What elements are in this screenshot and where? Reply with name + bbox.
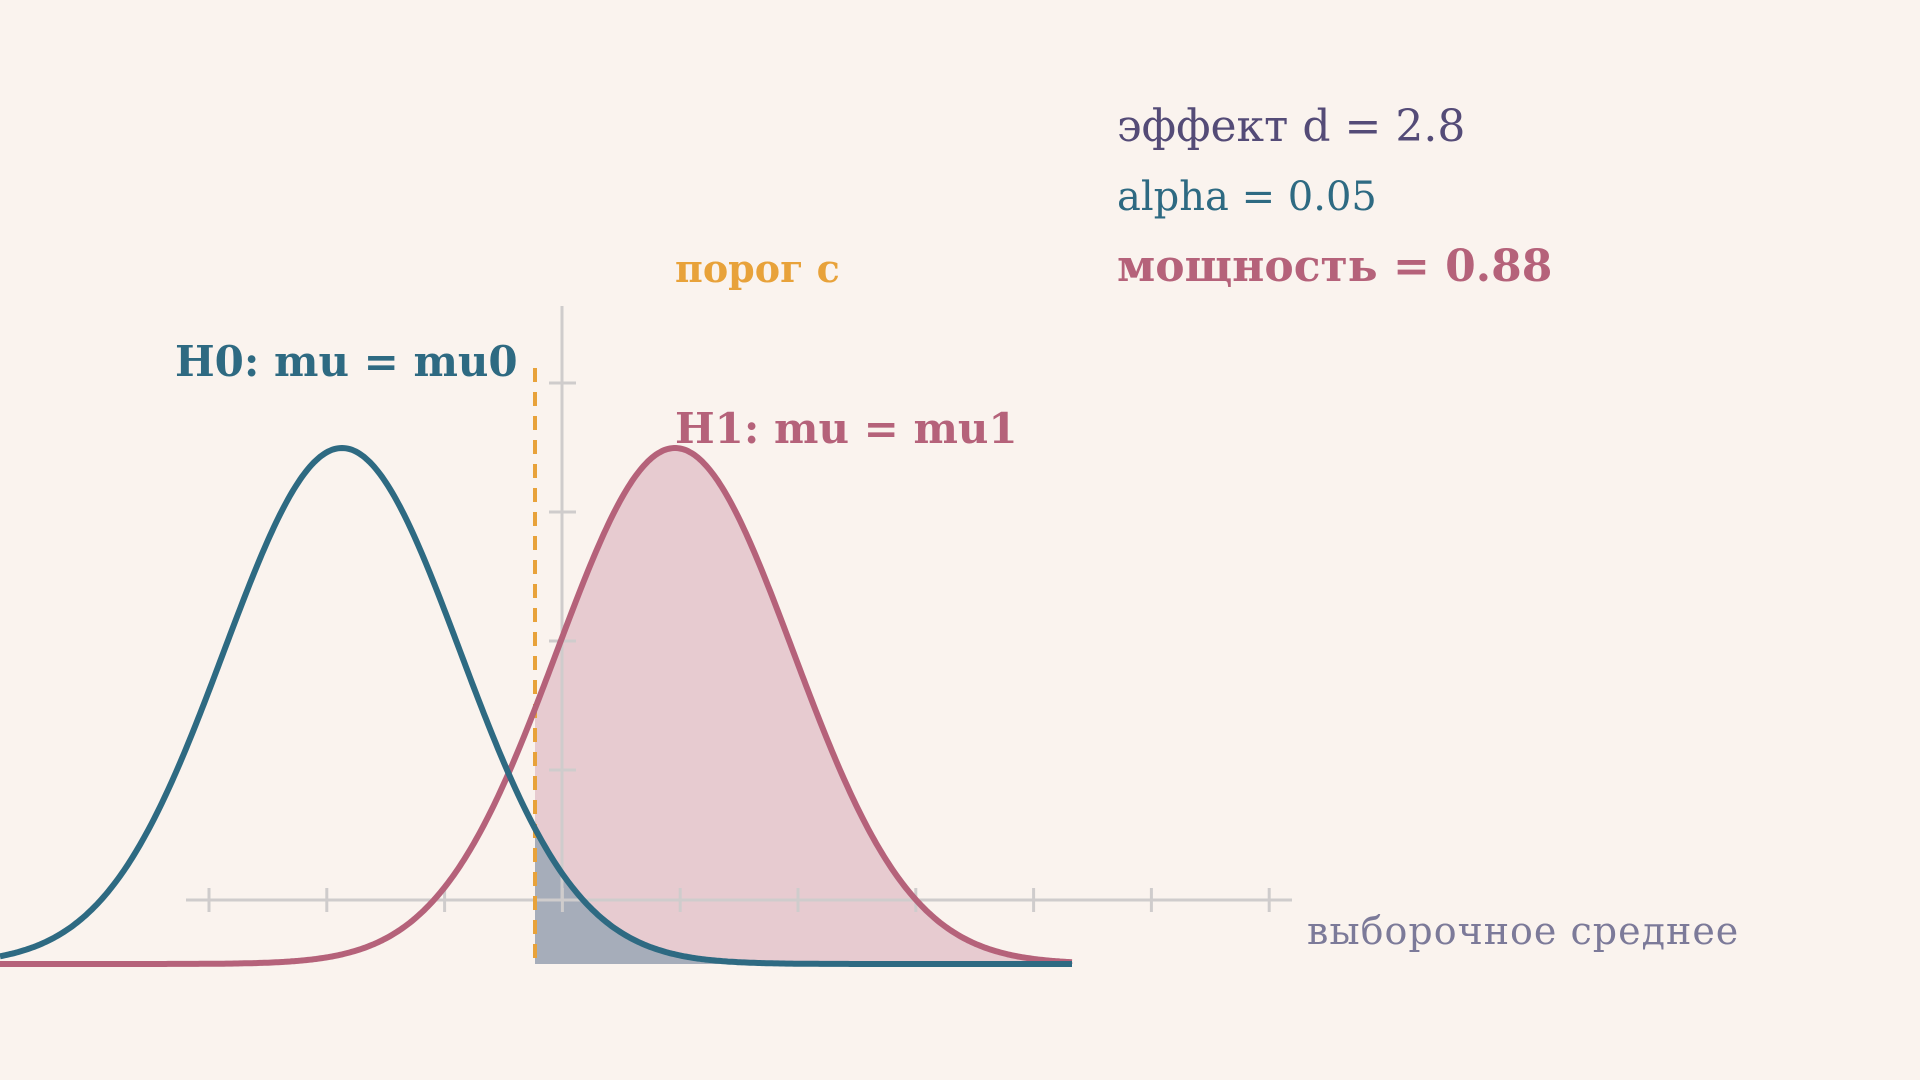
axes <box>186 306 1292 912</box>
h1-curve <box>0 445 1073 967</box>
h1-label: H1: mu = mu1 <box>675 404 1018 453</box>
h0-label: H0: mu = mu0 <box>175 337 518 386</box>
x-axis-label: выборочное среднее <box>1307 909 1739 953</box>
power-label: мощность = 0.88 <box>1117 241 1552 292</box>
alpha-area <box>535 828 1073 964</box>
power-area <box>535 448 1073 964</box>
effect-label: эффект d = 2.8 <box>1117 101 1465 152</box>
h0-curve <box>0 444 1072 967</box>
threshold-label: порог c <box>675 246 840 291</box>
alpha-label: alpha = 0.05 <box>1117 174 1377 220</box>
